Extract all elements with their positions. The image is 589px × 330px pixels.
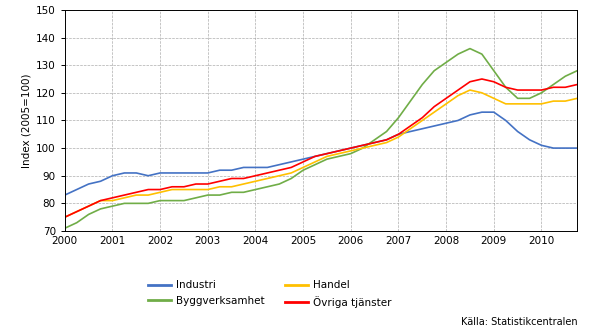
Legend: Industri, Byggverksamhet, Handel, Övriga tjänster: Industri, Byggverksamhet, Handel, Övriga… (148, 280, 392, 308)
Y-axis label: Index (2005=100): Index (2005=100) (22, 73, 32, 168)
Text: Källa: Statistikcentralen: Källa: Statistikcentralen (461, 317, 577, 327)
